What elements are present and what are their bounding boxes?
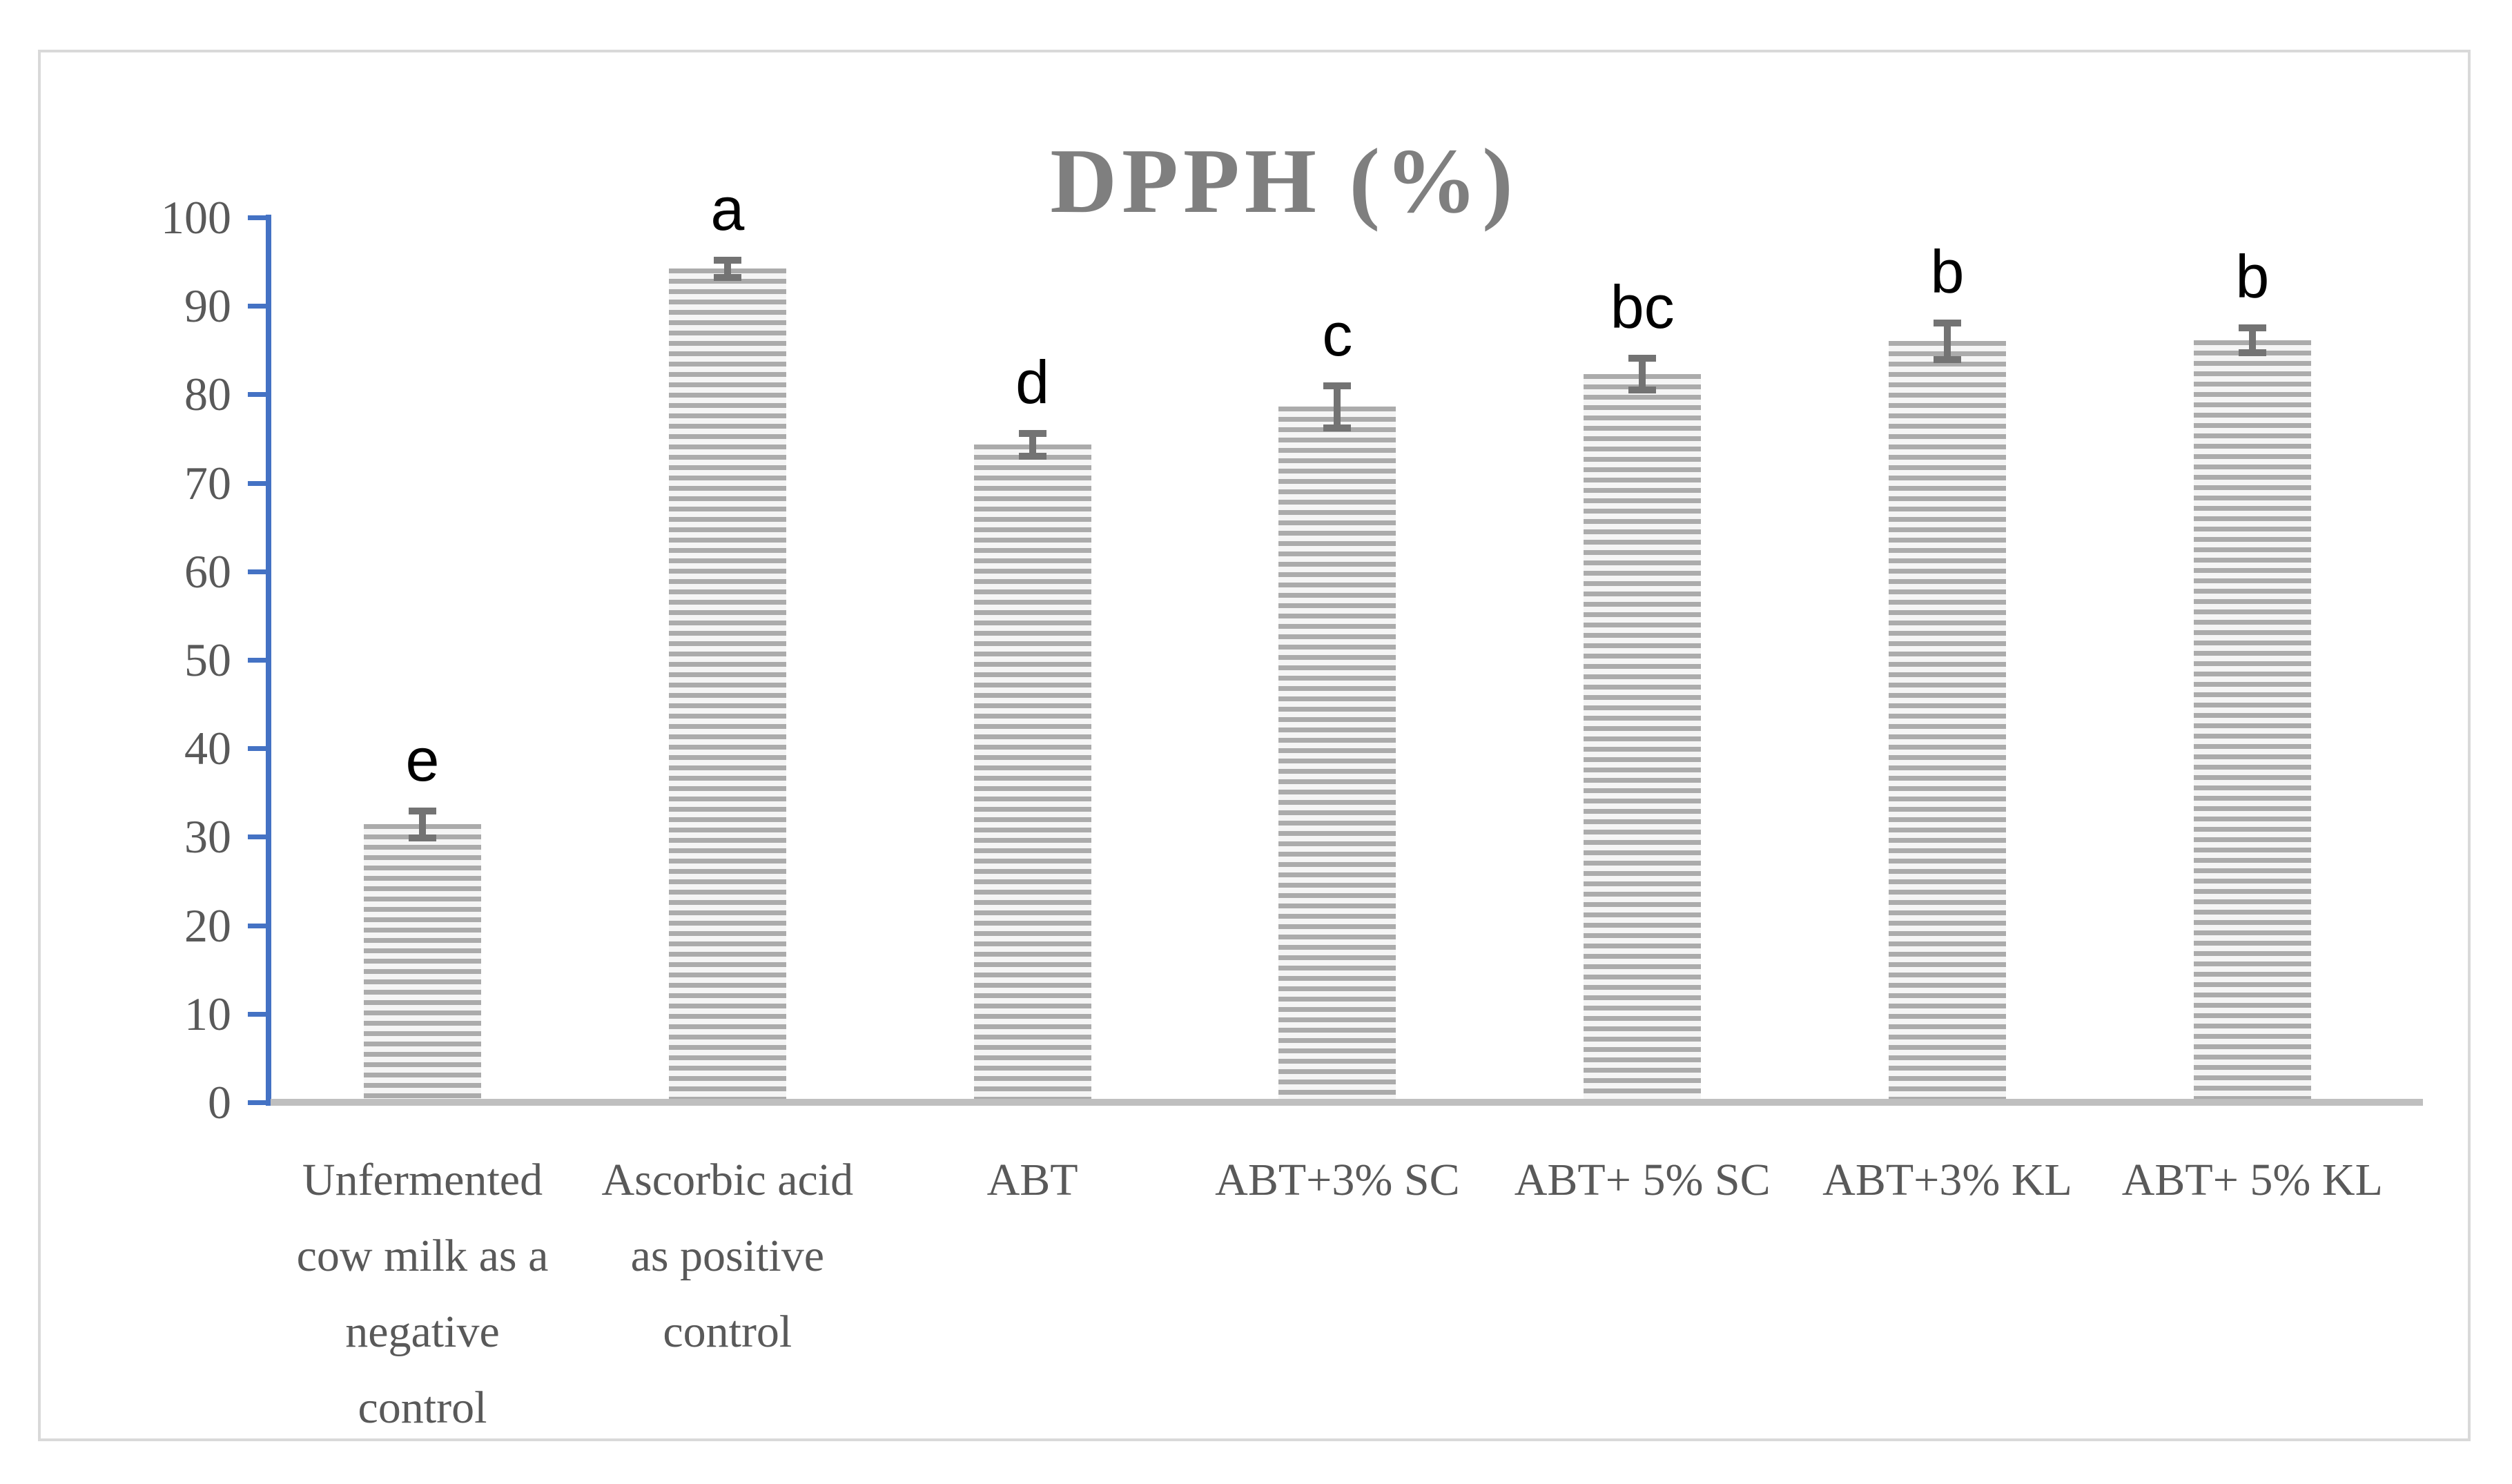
error-bar-line	[2248, 328, 2256, 353]
error-bar-line	[419, 811, 426, 838]
category-label: Ascorbic acid as positive control	[601, 1155, 854, 1357]
significance-letter: e	[405, 725, 440, 794]
error-bar-cap-bottom	[1323, 424, 1352, 432]
error-bar-line	[1029, 433, 1036, 457]
chart-outer-border	[38, 50, 2471, 1441]
error-bar-cap-bottom	[1628, 386, 1657, 393]
error-bar-cap-top	[1018, 429, 1046, 437]
y-axis-tick	[248, 1011, 266, 1017]
bar	[364, 824, 481, 1099]
chart-title: DPPH (%)	[1050, 130, 1518, 232]
error-bar-cap-bottom	[2238, 349, 2266, 357]
category-label: ABT+ 5% KL	[2121, 1155, 2383, 1205]
y-axis-tick	[248, 304, 266, 309]
category-label: ABT+3% SC	[1215, 1155, 1460, 1205]
y-axis-tick-label: 30	[184, 810, 231, 863]
error-bar-cap-bottom	[713, 274, 741, 282]
error-bar-cap-top	[1323, 382, 1352, 389]
y-axis-tick	[248, 746, 266, 752]
bar	[1889, 341, 2006, 1099]
bar	[1584, 373, 1702, 1099]
bar	[2193, 340, 2311, 1099]
y-axis-tick	[248, 392, 266, 398]
error-bar-line	[1944, 322, 1951, 360]
x-axis-baseline	[271, 1099, 2423, 1106]
error-bar-cap-top	[2238, 324, 2266, 332]
y-axis-tick-label: 10	[184, 987, 231, 1040]
y-axis-tick	[248, 1100, 266, 1105]
category-label: Unfermented cow milk as a negative contr…	[296, 1155, 549, 1433]
y-axis-tick-label: 70	[184, 456, 231, 509]
y-axis-tick	[248, 834, 266, 840]
category-label: ABT+3% KL	[1822, 1155, 2072, 1205]
error-bar-line	[1334, 385, 1341, 429]
error-bar-cap-bottom	[1934, 356, 1961, 364]
category-label: ABT	[986, 1155, 1078, 1205]
y-axis-tick	[248, 658, 266, 663]
y-axis-tick-label: 50	[184, 634, 231, 686]
significance-letter: a	[710, 174, 745, 243]
bar	[973, 445, 1091, 1099]
error-bar-cap-bottom	[1018, 453, 1046, 460]
significance-letter: bc	[1610, 272, 1675, 341]
significance-letter: c	[1322, 300, 1353, 369]
y-axis-tick-label: 20	[184, 899, 231, 952]
y-axis-tick	[248, 480, 266, 486]
y-axis-tick-label: 0	[208, 1076, 231, 1129]
y-axis-tick-label: 100	[161, 191, 231, 244]
bar	[1278, 407, 1396, 1099]
error-bar-line	[1639, 358, 1646, 390]
y-axis-tick-label: 60	[184, 545, 231, 598]
y-axis-tick-label: 40	[184, 722, 231, 775]
error-bar-cap-bottom	[409, 834, 436, 841]
error-bar-cap-top	[713, 256, 741, 264]
category-label: ABT+ 5% SC	[1514, 1155, 1771, 1205]
y-axis-tick	[248, 569, 266, 574]
y-axis-tick-label: 80	[184, 368, 231, 421]
significance-letter: b	[1930, 237, 1965, 306]
error-bar-cap-top	[1934, 319, 1961, 326]
significance-letter: d	[1015, 347, 1050, 416]
error-bar-line	[723, 260, 731, 278]
y-axis-tick-label: 90	[184, 280, 231, 333]
bar	[668, 269, 786, 1099]
y-axis-line	[266, 215, 271, 1106]
significance-letter: b	[2235, 242, 2270, 311]
error-bar-cap-top	[409, 808, 436, 815]
y-axis-tick	[248, 923, 266, 928]
error-bar-cap-top	[1628, 354, 1657, 362]
y-axis-tick	[248, 215, 266, 220]
